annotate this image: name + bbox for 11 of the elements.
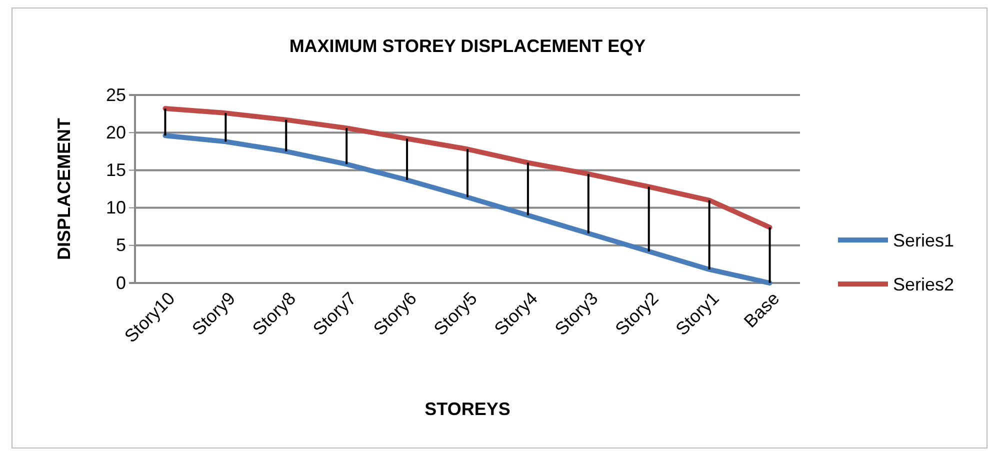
legend-label: Series1: [893, 230, 954, 250]
y-tick-label: 5: [116, 235, 126, 256]
y-axis-title: DISPLACEMENT: [54, 118, 74, 260]
y-tick-label: 0: [116, 272, 126, 293]
chart-title: MAXIMUM STOREY DISPLACEMENT EQY: [289, 36, 646, 56]
y-tick-label: 15: [106, 160, 126, 180]
y-tick-label: 10: [106, 198, 126, 218]
legend-label: Series2: [893, 274, 954, 294]
y-tick-label: 20: [106, 122, 126, 142]
y-tick-label: 25: [106, 84, 126, 105]
x-axis-title: STOREYS: [424, 399, 510, 419]
